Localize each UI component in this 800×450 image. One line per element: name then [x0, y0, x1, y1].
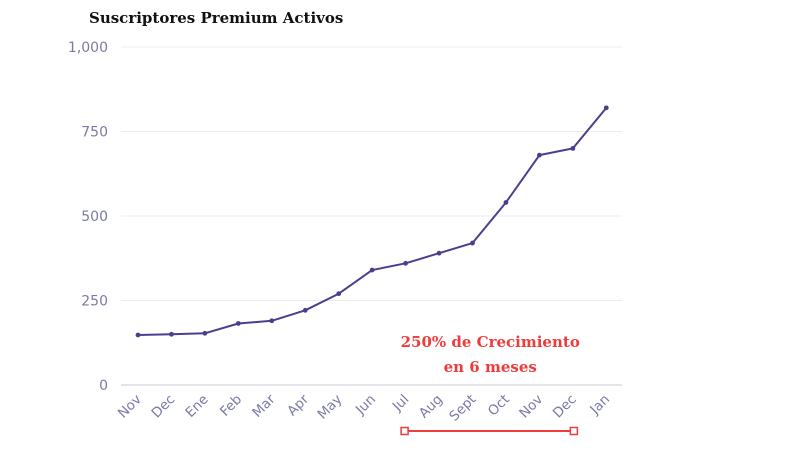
- x-tick-label: Mar: [249, 391, 279, 421]
- y-tick-label: 500: [81, 209, 108, 225]
- annotation-text: 250% de Crecimiento: [401, 333, 580, 351]
- y-tick-label: 750: [81, 125, 108, 141]
- x-tick-label: Jan: [586, 392, 613, 419]
- data-point: [570, 146, 576, 151]
- data-point: [369, 267, 375, 273]
- x-tick-label: Ene: [182, 392, 211, 421]
- y-tick-label: 250: [81, 294, 108, 310]
- x-tick-label: Feb: [217, 392, 245, 420]
- x-tick-label: Apr: [284, 391, 312, 419]
- data-point: [202, 330, 208, 336]
- data-point: [269, 318, 275, 324]
- data-point: [537, 152, 542, 158]
- data-point: [235, 321, 241, 326]
- x-tick-label: Oct: [485, 392, 513, 420]
- y-tick-label: 0: [99, 378, 108, 394]
- x-tick-label: Jul: [389, 392, 413, 416]
- data-point: [470, 240, 475, 246]
- data-point: [336, 291, 342, 297]
- x-tick-label: May: [314, 392, 345, 423]
- data-point: [503, 200, 509, 205]
- x-tick-label: Sept: [446, 392, 479, 425]
- data-point: [169, 331, 174, 337]
- x-tick-label: Jun: [352, 392, 379, 419]
- x-tick-label: Dec: [148, 392, 178, 422]
- x-tick-label: Nov: [516, 392, 546, 422]
- y-tick-label: 1,000: [68, 40, 108, 56]
- data-point: [135, 332, 141, 338]
- annotation-bracket-end: [569, 426, 579, 436]
- data-point: [302, 307, 308, 313]
- x-tick-label: Nov: [115, 392, 145, 422]
- data-point: [603, 105, 609, 111]
- annotation-bracket-end: [400, 426, 409, 436]
- x-tick-label: Dec: [550, 392, 580, 422]
- annotation-text: en 6 meses: [444, 358, 537, 376]
- data-point: [403, 260, 408, 266]
- data-point: [436, 250, 442, 256]
- chart-title: Suscriptores Premium Activos: [89, 9, 344, 27]
- x-tick-label: Aug: [416, 392, 446, 422]
